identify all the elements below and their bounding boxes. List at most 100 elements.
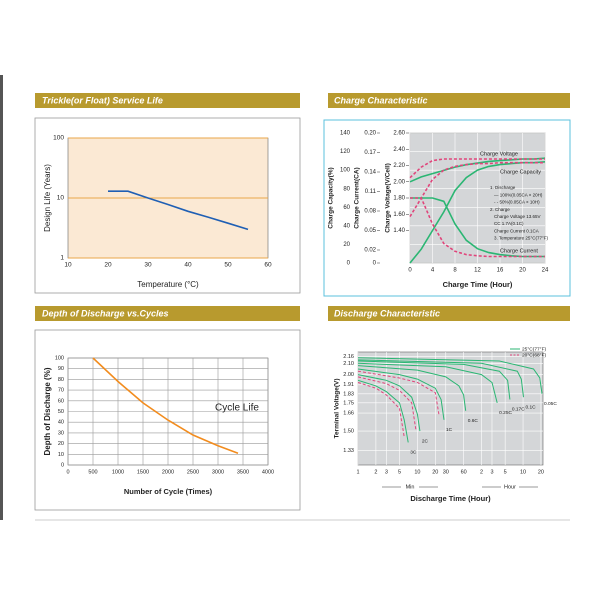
y-tick-label: 50 bbox=[58, 409, 64, 415]
x-tick-label: 40 bbox=[184, 262, 192, 269]
y-tick-label: 0 bbox=[347, 261, 351, 267]
x-tick-label: 2 bbox=[374, 469, 377, 475]
data-line bbox=[357, 370, 440, 415]
plot-area bbox=[357, 351, 544, 466]
x-axis-title: Number of Cycle (Times) bbox=[124, 487, 213, 496]
x-tick-label: 500 bbox=[88, 469, 97, 475]
y-axis-title: Charge Current(CA) bbox=[354, 167, 361, 228]
y-tick-label: 100 bbox=[53, 135, 64, 142]
x-tick-label: 1500 bbox=[137, 469, 149, 475]
data-line bbox=[357, 368, 445, 420]
y-tick-label: 2.00 bbox=[343, 372, 354, 378]
y-tick-label: 1.66 bbox=[343, 410, 354, 416]
section-header bbox=[35, 93, 300, 108]
x-unit-label: Hour bbox=[504, 484, 516, 490]
y-tick-label: 0.17 bbox=[364, 150, 376, 156]
note: 3. Temperature 25°C(77°F) bbox=[494, 236, 549, 241]
y-tick-label: 140 bbox=[340, 131, 351, 137]
annotation: Charge Current bbox=[500, 248, 538, 254]
annotation: Cycle Life bbox=[215, 403, 259, 414]
x-axis-title: Temperature (°C) bbox=[137, 280, 199, 289]
x-tick-label: 3500 bbox=[237, 469, 249, 475]
y-tick-label: 1.83 bbox=[343, 391, 354, 397]
section-header bbox=[35, 306, 300, 321]
y-tick-label: 20 bbox=[343, 242, 350, 248]
legend-label: 25°C(77°F) bbox=[522, 346, 546, 352]
y-tick-label: 0.11 bbox=[365, 189, 377, 195]
x-tick-label: 30 bbox=[443, 469, 449, 475]
x-tick-label: 2 bbox=[480, 469, 483, 475]
data-line bbox=[357, 382, 405, 437]
note: 2. Charge bbox=[490, 207, 510, 212]
x-tick-label: 2500 bbox=[187, 469, 199, 475]
data-line bbox=[357, 365, 467, 411]
x-tick-label: 16 bbox=[497, 268, 504, 274]
data-line bbox=[357, 357, 543, 394]
series-label: 0.25C bbox=[499, 410, 512, 416]
x-tick-label: 60 bbox=[264, 262, 272, 269]
y-tick-label: 30 bbox=[58, 430, 64, 436]
x-tick-label: 24 bbox=[542, 268, 549, 274]
y-tick-label: 1.40 bbox=[393, 228, 405, 234]
data-line bbox=[357, 360, 511, 400]
y-tick-label: 1.91 bbox=[343, 382, 354, 388]
y-tick-label: 80 bbox=[343, 186, 350, 192]
note: Charge Current 0.1CA bbox=[494, 228, 539, 233]
y-tick-label: 120 bbox=[340, 149, 351, 155]
series-label: 0.05C bbox=[544, 401, 557, 407]
y-tick-label: 60 bbox=[343, 205, 350, 211]
y-axis-title: Depth of Discharge (%) bbox=[43, 367, 52, 455]
y-tick-label: 1.50 bbox=[343, 429, 354, 435]
x-tick-label: 1 bbox=[356, 469, 359, 475]
section-title: Discharge Characteristic bbox=[334, 308, 440, 318]
note: — 100%(0.05CA × 20H) bbox=[494, 192, 543, 197]
y-tick-label: 1.80 bbox=[393, 196, 405, 202]
x-tick-label: 10 bbox=[414, 469, 420, 475]
section-title: Charge Characteristic bbox=[334, 95, 428, 105]
y-tick-label: 20 bbox=[58, 441, 64, 447]
y-tick-label: 10 bbox=[58, 452, 64, 458]
y-tick-label: 10 bbox=[57, 195, 65, 202]
y-tick-label: 1.75 bbox=[343, 400, 354, 406]
data-line bbox=[357, 376, 417, 432]
data-line bbox=[357, 379, 409, 443]
y-tick-label: 2.10 bbox=[343, 361, 354, 367]
y-tick-label: 0 bbox=[373, 261, 377, 267]
section-title: Trickle(or Float) Service Life bbox=[42, 95, 163, 105]
note: Charge Voltage 13.65V bbox=[494, 214, 541, 219]
x-tick-label: 4000 bbox=[262, 469, 274, 475]
x-tick-label: 30 bbox=[144, 262, 152, 269]
y-axis-title: Charge Capacity(%) bbox=[328, 167, 335, 228]
y-axis-title: Design Life (Years) bbox=[43, 164, 52, 232]
y-tick-label: 2.40 bbox=[393, 147, 405, 153]
y-tick-label: 2.00 bbox=[393, 179, 405, 185]
y-tick-label: 0.20 bbox=[364, 131, 376, 137]
data-line bbox=[357, 362, 498, 404]
y-tick-label: 40 bbox=[58, 420, 64, 426]
y-tick-label: 0.02 bbox=[364, 248, 376, 254]
y-tick-label: 0.14 bbox=[364, 170, 376, 176]
x-tick-label: 3 bbox=[385, 469, 388, 475]
x-tick-label: 0 bbox=[66, 469, 69, 475]
data-line bbox=[92, 357, 239, 454]
legend-label: 20°C(68°F) bbox=[522, 352, 546, 358]
data-line bbox=[357, 359, 524, 398]
x-tick-label: 12 bbox=[474, 268, 481, 274]
annotation: Charge Voltage bbox=[480, 151, 518, 157]
y-tick-label: 0 bbox=[61, 462, 64, 468]
x-tick-label: 20 bbox=[519, 268, 526, 274]
note: 1. Discharge bbox=[490, 185, 516, 190]
x-tick-label: 50 bbox=[224, 262, 232, 269]
x-tick-label: 3000 bbox=[212, 469, 224, 475]
series-label: 0.17C bbox=[512, 407, 525, 413]
x-tick-label: 20 bbox=[538, 469, 544, 475]
x-tick-label: 1000 bbox=[112, 469, 124, 475]
data-line bbox=[409, 161, 545, 218]
section-header bbox=[328, 306, 570, 321]
data-line bbox=[357, 374, 421, 432]
annotation: Charge Capacity bbox=[500, 169, 541, 175]
x-tick-label: 20 bbox=[432, 469, 438, 475]
x-tick-label: 10 bbox=[520, 469, 526, 475]
section-header bbox=[328, 93, 570, 108]
